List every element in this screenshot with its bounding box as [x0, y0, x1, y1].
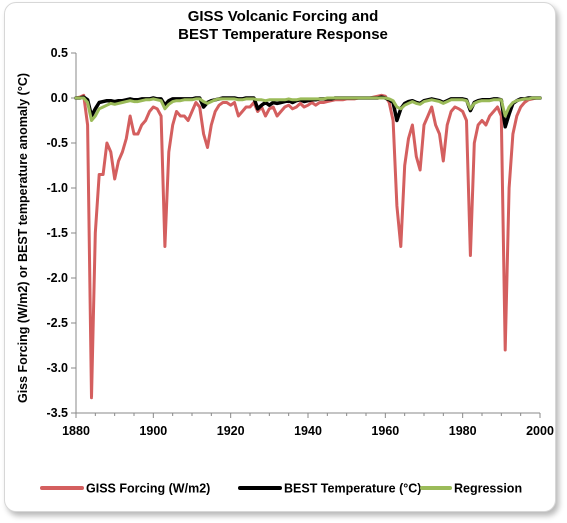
chart-title-line-2: BEST Temperature Response	[178, 26, 388, 43]
x-tick-label: 1940	[294, 424, 322, 438]
x-tick-label: 1880	[62, 424, 90, 438]
series-line-regression	[74, 96, 542, 122]
legend: GISS Forcing (W/m2) BEST Temperature (°C)…	[40, 482, 522, 496]
y-tick-label: -3.0	[46, 361, 68, 375]
x-tick-label: 1900	[139, 424, 167, 438]
legend-label: GISS Forcing (W/m2)	[86, 482, 210, 496]
chart-title-line-1: GISS Volcanic Forcing and	[188, 8, 379, 25]
y-tick-label: 0.0	[51, 91, 68, 105]
y-axis-label: Giss Forcing (W/m2) or BEST temperature …	[16, 73, 30, 403]
x-tick-label: 1980	[449, 424, 477, 438]
y-tick-label: -2.5	[46, 316, 68, 330]
y-tick-label: 0.5	[51, 46, 68, 60]
x-tick-label: 1960	[371, 424, 399, 438]
y-tick-label: -2.0	[46, 271, 68, 285]
series-layer	[74, 93, 542, 400]
series-line-giss-forcing-w-m2	[74, 93, 542, 400]
x-tick-label: 1920	[217, 424, 245, 438]
y-tick-label: -1.5	[46, 226, 68, 240]
x-tick-label: 2000	[526, 424, 554, 438]
legend-label: Regression	[454, 482, 522, 496]
y-tick-label: -0.5	[46, 136, 68, 150]
y-tick-label: -3.5	[46, 406, 68, 420]
y-tick-label: -1.0	[46, 181, 68, 195]
axes: 0.5 0.0 -0.5 -1.0 -1.5 -2.0 -2.5 -3.0 -3.5 1880 19…	[46, 46, 553, 438]
legend-label: BEST Temperature (°C)	[284, 482, 421, 496]
